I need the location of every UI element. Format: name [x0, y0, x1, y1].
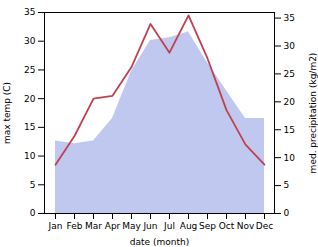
svg-text:Apr: Apr — [105, 221, 121, 231]
svg-text:date (month): date (month) — [130, 237, 189, 247]
svg-text:0: 0 — [30, 208, 36, 218]
svg-text:Jul: Jul — [163, 221, 175, 231]
svg-text:0: 0 — [284, 208, 290, 218]
svg-text:15: 15 — [24, 122, 35, 132]
svg-text:5: 5 — [30, 180, 36, 190]
svg-text:Nov: Nov — [237, 221, 255, 231]
svg-text:35: 35 — [284, 13, 295, 23]
svg-text:30: 30 — [284, 41, 296, 51]
svg-text:20: 20 — [284, 97, 296, 107]
svg-text:25: 25 — [284, 69, 295, 79]
svg-text:30: 30 — [24, 36, 36, 46]
svg-text:10: 10 — [24, 151, 36, 161]
svg-text:Jun: Jun — [142, 221, 157, 231]
svg-text:20: 20 — [24, 94, 36, 104]
svg-text:med. precipitation (kg/m2): med. precipitation (kg/m2) — [308, 53, 318, 174]
svg-text:max temp (C): max temp (C) — [2, 82, 12, 144]
svg-text:25: 25 — [24, 65, 35, 75]
svg-text:Feb: Feb — [67, 221, 83, 231]
svg-text:15: 15 — [284, 125, 295, 135]
svg-text:5: 5 — [284, 180, 290, 190]
svg-text:Sep: Sep — [199, 221, 216, 231]
svg-text:35: 35 — [24, 7, 35, 17]
svg-text:Mar: Mar — [85, 221, 102, 231]
svg-text:Aug: Aug — [180, 221, 198, 231]
svg-text:Jan: Jan — [48, 221, 63, 231]
svg-text:May: May — [122, 221, 141, 231]
svg-text:Dec: Dec — [256, 221, 273, 231]
svg-text:Oct: Oct — [219, 221, 235, 231]
svg-text:10: 10 — [284, 153, 296, 163]
